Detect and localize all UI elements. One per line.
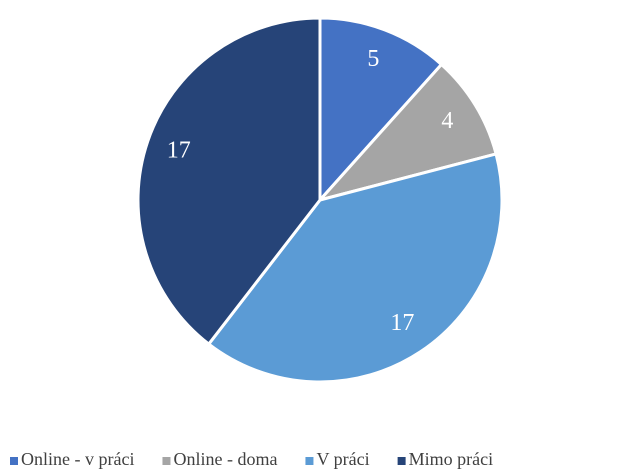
legend-marker	[305, 457, 314, 465]
legend-label: Mimo práci	[409, 449, 493, 469]
data-label: 5	[367, 46, 379, 72]
pie-slice	[136, 16, 322, 347]
pie-slice	[315, 62, 498, 203]
legend-marker	[10, 457, 18, 465]
legend-label: Online - v práci	[21, 449, 134, 469]
legend-label: V práci	[316, 449, 369, 469]
legend-marker	[162, 457, 171, 465]
pie-slice	[318, 16, 444, 204]
legend-marker	[397, 457, 406, 465]
data-label: 17	[167, 137, 191, 163]
legend-label: Online - doma	[173, 449, 277, 469]
data-label: 17	[390, 310, 414, 336]
data-label: 4	[441, 108, 453, 134]
pie-slice	[206, 152, 504, 384]
